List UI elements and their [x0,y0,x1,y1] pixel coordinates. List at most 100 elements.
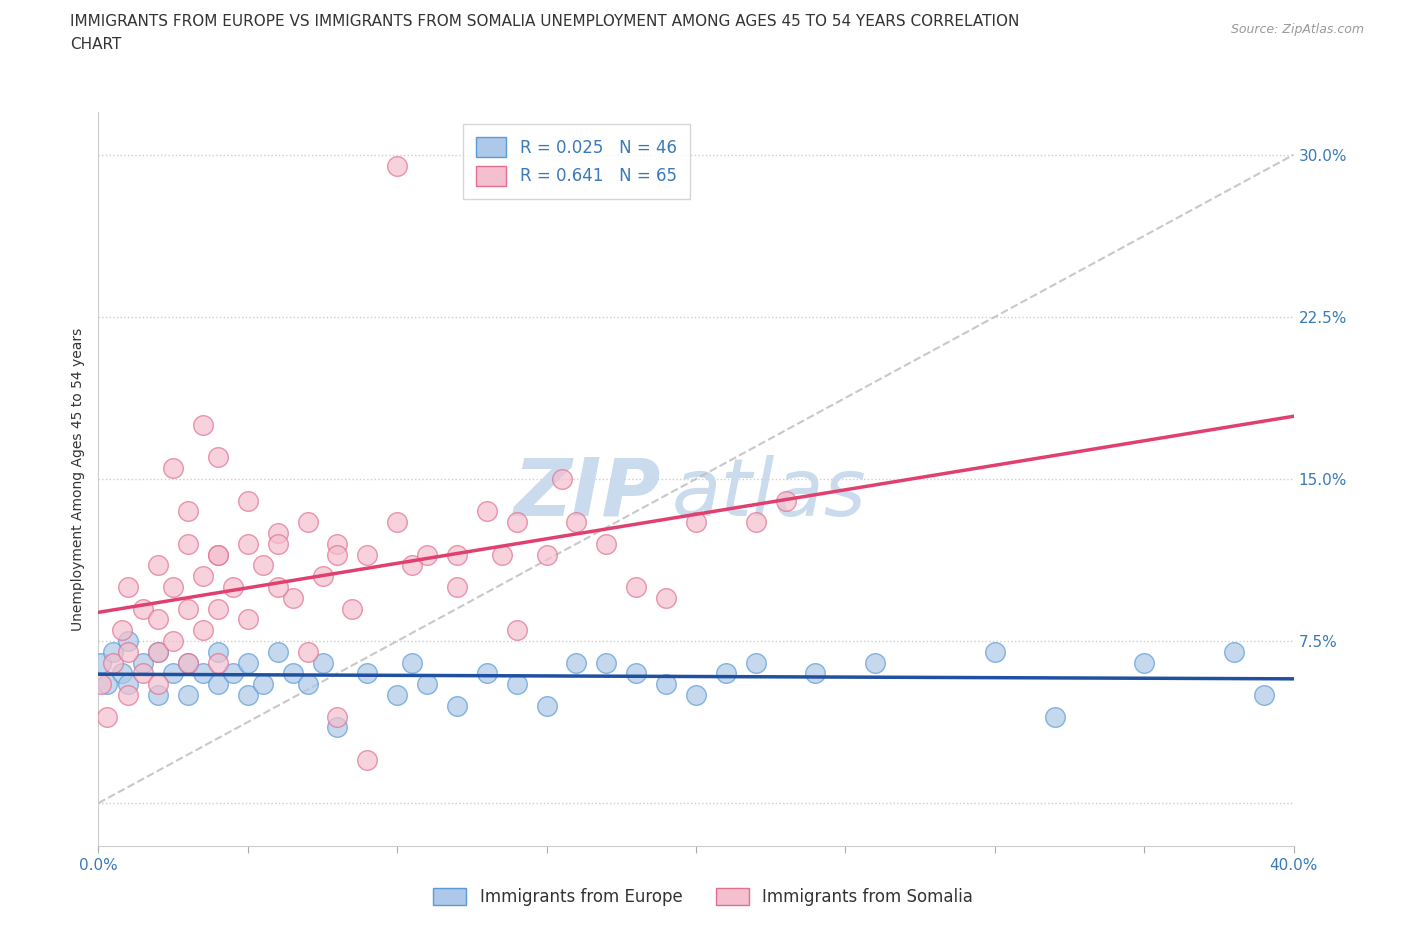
Point [132,656,155,671]
Point [281,666,304,681]
Text: ZIP: ZIP [513,455,661,533]
Point [595,537,617,551]
Point [416,547,439,562]
Point [1133,656,1156,671]
Point [236,612,259,627]
Point [103,656,125,671]
Point [117,579,139,594]
Point [222,666,245,681]
Point [1043,710,1066,724]
Point [506,514,529,529]
Point [655,677,678,692]
Point [401,558,423,573]
Point [804,666,827,681]
Point [326,710,349,724]
Point [177,656,200,671]
Point [655,591,678,605]
Point [385,687,409,702]
Point [714,666,737,681]
Point [297,514,319,529]
Point [626,666,648,681]
Point [207,656,229,671]
Point [111,666,134,681]
Point [745,514,768,529]
Point [685,687,707,702]
Point [626,579,648,594]
Point [326,720,349,735]
Point [117,644,139,659]
Point [267,537,290,551]
Point [865,656,887,671]
Point [281,591,304,605]
Point [267,525,290,540]
Point [565,514,588,529]
Point [132,601,155,616]
Point [356,752,378,767]
Point [401,656,423,671]
Point [103,644,125,659]
Point [446,547,468,562]
Point [148,558,170,573]
Point [162,460,184,475]
Point [506,677,529,692]
Point [416,677,439,692]
Point [191,623,214,638]
Point [177,504,200,519]
Point [550,472,572,486]
Text: IMMIGRANTS FROM EUROPE VS IMMIGRANTS FROM SOMALIA UNEMPLOYMENT AMONG AGES 45 TO : IMMIGRANTS FROM EUROPE VS IMMIGRANTS FRO… [70,14,1019,29]
Point [191,569,214,584]
Point [1223,644,1246,659]
Point [148,687,170,702]
Point [191,666,214,681]
Point [252,558,274,573]
Point [475,504,498,519]
Point [984,644,1007,659]
Point [96,677,118,692]
Point [162,579,184,594]
Point [267,644,290,659]
Legend: Immigrants from Europe, Immigrants from Somalia: Immigrants from Europe, Immigrants from … [426,881,980,912]
Point [685,514,707,529]
Point [326,547,349,562]
Point [207,547,229,562]
Point [90,677,112,692]
Point [148,677,170,692]
Legend: R = 0.025   N = 46, R = 0.641   N = 65: R = 0.025 N = 46, R = 0.641 N = 65 [463,124,690,199]
Point [252,677,274,692]
Point [267,579,290,594]
Point [491,547,513,562]
Point [775,493,797,508]
Point [207,677,229,692]
Point [311,656,333,671]
Point [162,666,184,681]
Point [148,612,170,627]
Point [111,623,134,638]
Point [446,579,468,594]
Point [565,656,588,671]
Point [342,601,364,616]
Point [1253,687,1275,702]
Point [297,644,319,659]
Text: atlas: atlas [672,455,868,533]
Point [297,677,319,692]
Point [90,656,112,671]
Point [207,601,229,616]
Point [222,579,245,594]
Point [311,569,333,584]
Point [356,547,378,562]
Point [446,698,468,713]
Point [117,633,139,648]
Point [96,710,118,724]
Point [506,623,529,638]
Point [595,656,617,671]
Point [177,601,200,616]
Point [207,547,229,562]
Text: Source: ZipAtlas.com: Source: ZipAtlas.com [1230,23,1364,36]
Point [207,450,229,465]
Point [385,158,409,173]
Point [177,537,200,551]
Point [536,547,558,562]
Text: CHART: CHART [70,37,122,52]
Point [236,656,259,671]
Point [148,644,170,659]
